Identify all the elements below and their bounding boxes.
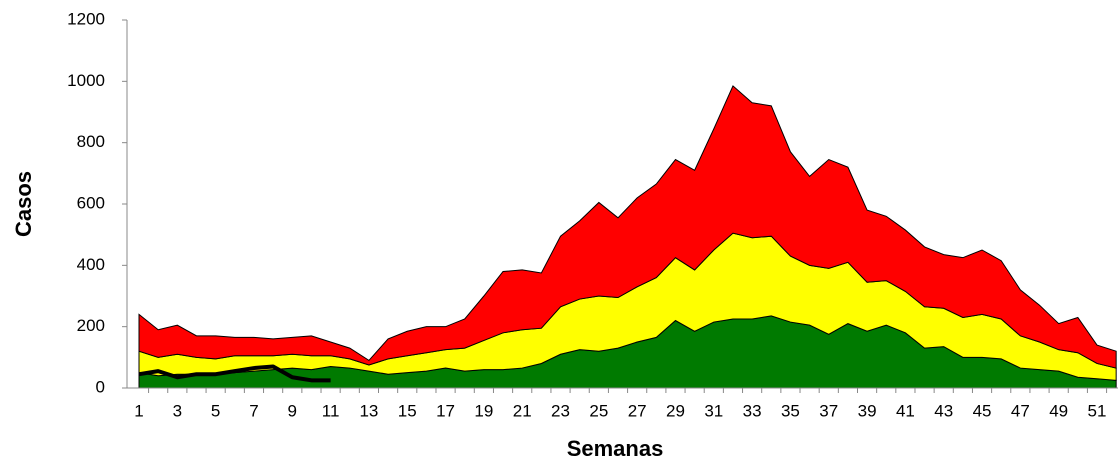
y-axis-title: Casos	[11, 171, 36, 237]
x-tick-label: 3	[173, 401, 182, 420]
y-tick-label: 400	[77, 255, 105, 274]
y-tick-label: 1000	[67, 71, 105, 90]
x-tick-label: 19	[474, 401, 493, 420]
y-tick-label: 200	[77, 316, 105, 335]
x-tick-label: 49	[1049, 401, 1068, 420]
x-tick-label: 1	[134, 401, 143, 420]
x-tick-label: 33	[743, 401, 762, 420]
x-tick-label: 39	[858, 401, 877, 420]
x-tick-label: 29	[666, 401, 685, 420]
line	[138, 364, 331, 383]
x-tick-label: 31	[704, 401, 723, 420]
y-tick-label: 1200	[67, 9, 105, 28]
x-tick-label: 15	[398, 401, 417, 420]
x-tick-label: 7	[249, 401, 258, 420]
x-tick-label: 9	[288, 401, 297, 420]
x-tick-label: 27	[628, 401, 647, 420]
y-tick-label: 600	[77, 193, 105, 212]
x-tick-label: 41	[896, 401, 915, 420]
y-tick-label: 0	[96, 377, 105, 396]
x-tick-label: 13	[359, 401, 378, 420]
x-tick-label: 25	[589, 401, 608, 420]
x-tick-label: 11	[322, 401, 340, 420]
x-tick-label: 47	[1011, 401, 1030, 420]
x-tick-label: 43	[934, 401, 953, 420]
x-tick-label: 37	[819, 401, 838, 420]
x-tick-label: 21	[513, 401, 532, 420]
area	[138, 85, 1117, 369]
x-tick-label: 51	[1088, 401, 1107, 420]
x-axis-title: Semanas	[567, 436, 664, 461]
y-tick-label: 800	[77, 132, 105, 151]
x-tick-label: 45	[973, 401, 992, 420]
x-tick-label: 23	[551, 401, 570, 420]
x-tick-label: 5	[211, 401, 220, 420]
x-tick-label: 35	[781, 401, 800, 420]
x-tick-label: 17	[436, 401, 455, 420]
